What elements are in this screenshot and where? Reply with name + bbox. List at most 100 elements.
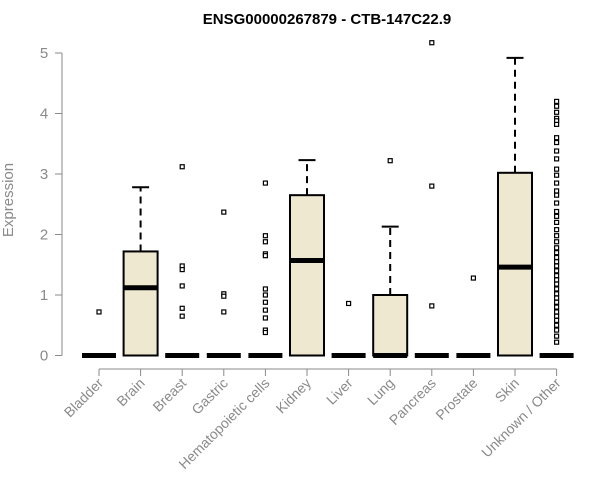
outlier-point: [346, 300, 352, 307]
outlier-point: [262, 233, 268, 239]
outlier-point: [553, 250, 560, 256]
x-tick-label: Kidney: [273, 375, 315, 417]
y-tick-label: 2: [40, 227, 48, 244]
outlier-point: [553, 172, 560, 178]
outlier-point: [553, 213, 560, 219]
box-iqr: [497, 171, 533, 357]
box-brain: [122, 186, 159, 357]
outlier-point: [553, 103, 560, 109]
y-tick-label: 4: [40, 106, 48, 123]
outlier-point: [179, 305, 185, 311]
outlier-point: [553, 291, 560, 297]
y-tick-label: 0: [40, 348, 48, 365]
box-skin: [497, 56, 533, 357]
chart-title: ENSG00000267879 - CTB-147C22.9: [203, 11, 451, 28]
y-tick-label: 1: [40, 287, 48, 304]
outlier-point: [553, 156, 560, 162]
outlier-point: [262, 299, 268, 305]
outlier-point: [553, 277, 560, 283]
box-pancreas: [414, 40, 449, 358]
x-tick-label: Breast: [149, 375, 189, 415]
outlier-point: [553, 98, 560, 105]
y-tick-label: 5: [40, 45, 48, 62]
outlier-point: [553, 180, 560, 186]
outlier-point: [470, 275, 476, 281]
outlier-point: [179, 266, 185, 273]
outlier-point: [553, 304, 560, 310]
outlier-point: [553, 254, 560, 261]
outlier-point: [553, 148, 560, 154]
outlier-point: [553, 192, 560, 198]
box-breast: [165, 164, 200, 358]
outlier-point: [553, 259, 560, 265]
x-tick-label: Liver: [323, 375, 356, 408]
outlier-point: [96, 309, 102, 315]
outlier-point: [553, 135, 560, 141]
outlier-point: [221, 293, 227, 299]
outlier-point: [553, 295, 560, 301]
box-iqr: [289, 194, 325, 357]
box-iqr: [122, 250, 159, 357]
box-iqr: [372, 294, 409, 357]
outlier-point: [553, 322, 560, 328]
outlier-point: [553, 286, 560, 292]
outlier-point: [262, 307, 268, 313]
outlier-point: [553, 317, 560, 324]
x-tick-label: Bladder: [61, 375, 107, 421]
box-prostate: [456, 275, 491, 358]
outlier-point: [553, 281, 560, 287]
outlier-point: [221, 209, 227, 215]
outlier-point: [179, 313, 185, 319]
outlier-point: [262, 329, 268, 336]
outlier-point: [553, 219, 560, 225]
x-tick-label: Prostate: [432, 375, 480, 423]
outlier-point: [262, 253, 268, 259]
box-liver: [331, 300, 366, 358]
box-unknown-other: [539, 98, 574, 358]
box-lung: [372, 158, 409, 358]
outlier-point: [262, 315, 268, 321]
outlier-point: [429, 303, 435, 309]
y-tick-label: 3: [40, 166, 48, 183]
outlier-point: [262, 180, 268, 186]
x-tick-label: Unknown / Other: [478, 375, 564, 461]
box-bladder: [82, 309, 116, 358]
outlier-point: [553, 268, 560, 274]
outlier-point: [553, 121, 560, 127]
outlier-point: [553, 299, 560, 305]
outlier-point: [553, 339, 560, 345]
x-tick-label: Skin: [492, 375, 523, 406]
y-axis-label: Expression: [0, 163, 17, 237]
outlier-point: [553, 166, 560, 172]
box-kidney: [289, 159, 325, 357]
outlier-point: [553, 200, 560, 206]
outlier-point: [553, 273, 560, 279]
outlier-point: [262, 239, 268, 245]
outlier-point: [221, 309, 227, 315]
outlier-point: [179, 283, 185, 289]
outlier-point: [553, 233, 560, 239]
box-hematopoietic-cells: [248, 180, 283, 358]
outlier-point: [262, 286, 268, 292]
outlier-point: [553, 227, 560, 233]
outlier-point: [179, 164, 185, 170]
outlier-point: [553, 245, 560, 251]
outlier-point: [262, 292, 268, 298]
outlier-point: [553, 327, 560, 333]
box-gastric: [206, 209, 241, 358]
outlier-point: [553, 208, 560, 215]
outlier-point: [553, 263, 560, 269]
outlier-point: [553, 313, 560, 319]
outlier-point: [429, 183, 435, 189]
outlier-point: [387, 158, 393, 164]
x-tick-label: Lung: [364, 375, 397, 408]
box-plots: [82, 40, 574, 358]
outlier-point: [553, 239, 560, 245]
outlier-point: [553, 333, 560, 339]
x-tick-label: Brain: [113, 375, 147, 409]
y-axis: 0 1 2 3 4 5: [40, 45, 63, 365]
outlier-point: [553, 188, 560, 194]
outlier-point: [429, 40, 435, 46]
